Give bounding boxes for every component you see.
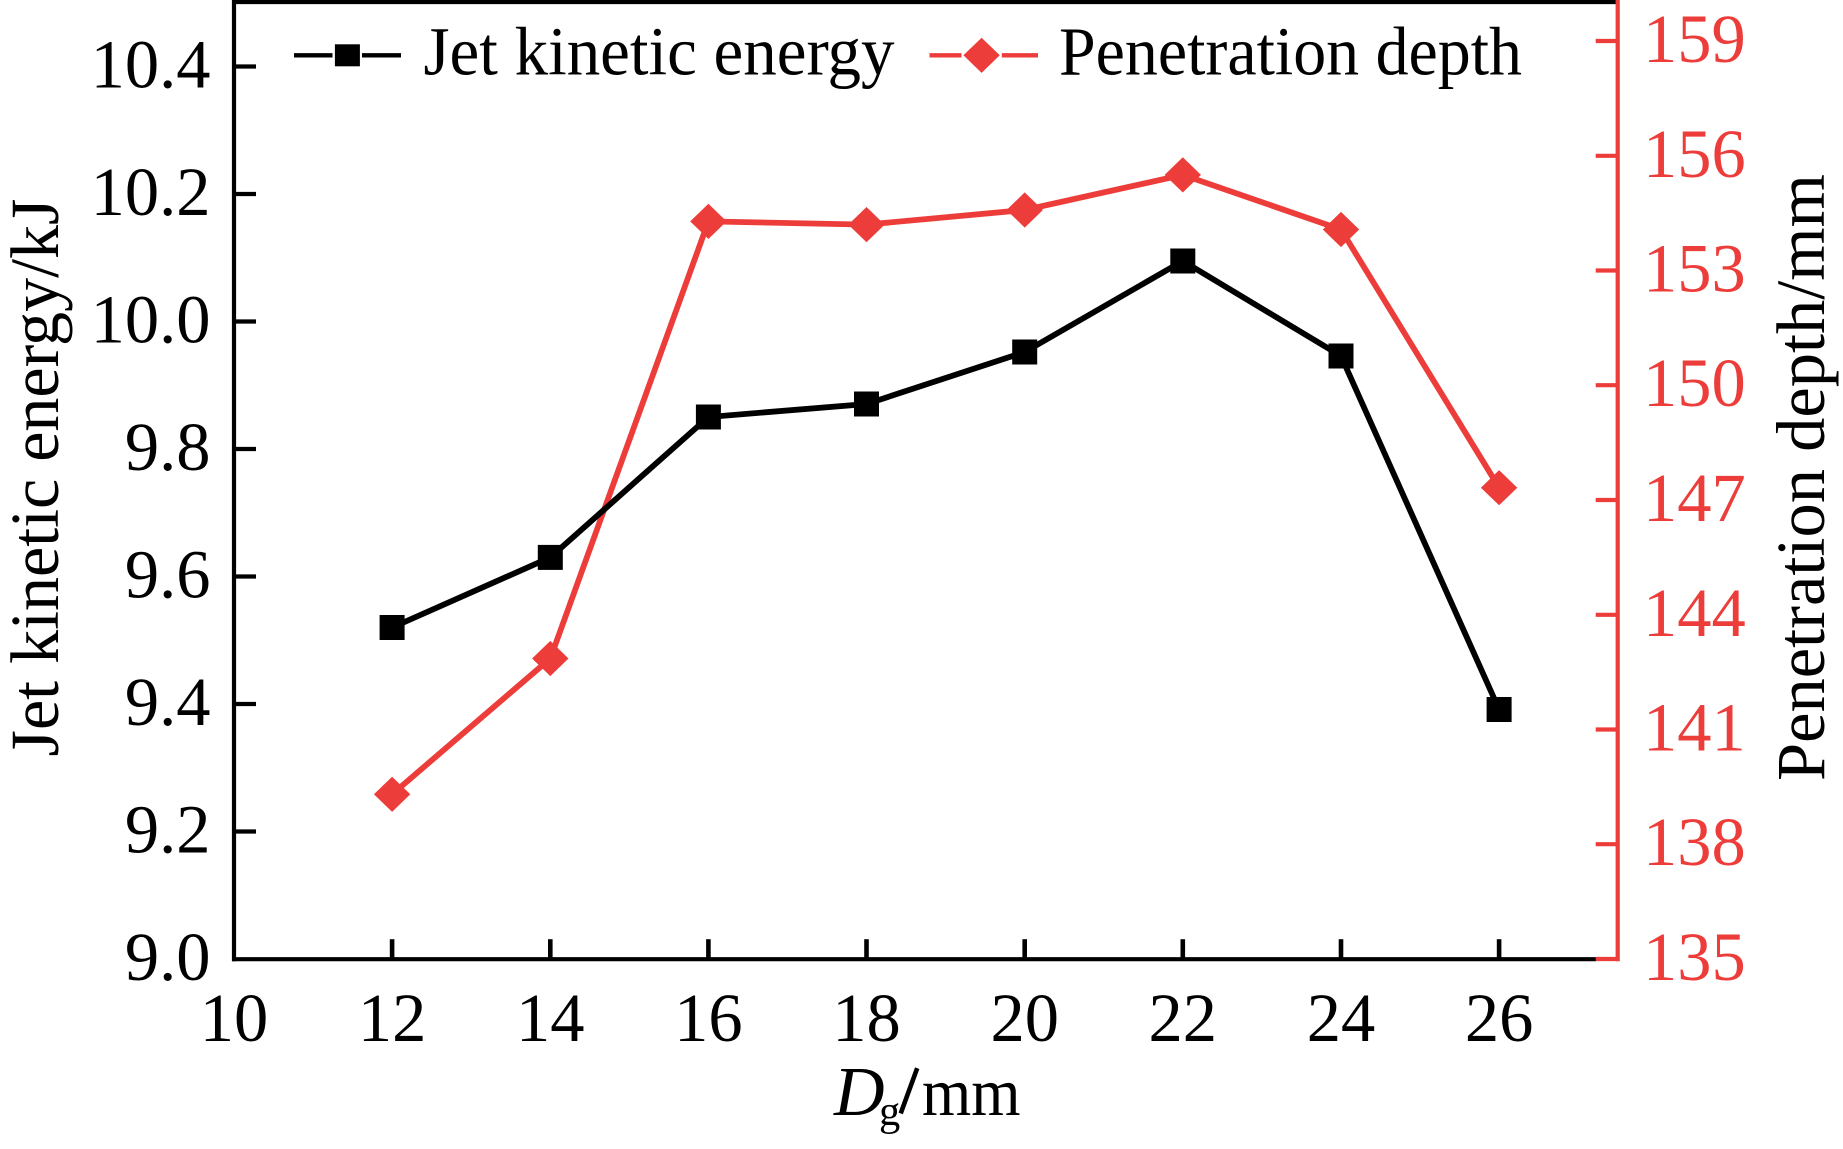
- svg-text:14: 14: [516, 980, 585, 1056]
- svg-text:156: 156: [1643, 116, 1746, 192]
- svg-text:10.4: 10.4: [91, 27, 211, 103]
- svg-text:16: 16: [674, 980, 743, 1056]
- svg-text:24: 24: [1307, 980, 1376, 1056]
- svg-text:144: 144: [1643, 575, 1746, 651]
- svg-text:20: 20: [990, 980, 1059, 1056]
- svg-text:147: 147: [1643, 460, 1746, 536]
- svg-text:159: 159: [1643, 1, 1746, 77]
- svg-text:D: D: [833, 1054, 885, 1131]
- svg-text:Jet kinetic energy/kJ: Jet kinetic energy/kJ: [0, 199, 73, 757]
- svg-text:10.0: 10.0: [91, 282, 211, 358]
- svg-text:12: 12: [358, 980, 427, 1056]
- svg-text:26: 26: [1465, 980, 1534, 1056]
- svg-text:9.0: 9.0: [125, 919, 211, 995]
- svg-text:9.8: 9.8: [125, 409, 211, 485]
- svg-text:150: 150: [1643, 345, 1746, 421]
- svg-text:9.4: 9.4: [125, 664, 211, 740]
- svg-text:Jet kinetic energy: Jet kinetic energy: [424, 14, 895, 90]
- svg-text:Penetration depth: Penetration depth: [1059, 14, 1522, 90]
- svg-text:18: 18: [832, 980, 901, 1056]
- svg-text:22: 22: [1149, 980, 1218, 1056]
- svg-text:9.6: 9.6: [125, 537, 211, 613]
- svg-text:153: 153: [1643, 231, 1746, 307]
- svg-text:g: g: [879, 1088, 900, 1135]
- svg-text:mm: mm: [922, 1055, 1021, 1130]
- svg-text:138: 138: [1643, 804, 1746, 880]
- svg-text:10.2: 10.2: [91, 154, 211, 230]
- svg-text:Penetration depth/mm: Penetration depth/mm: [1763, 174, 1839, 781]
- svg-text:141: 141: [1643, 690, 1746, 766]
- svg-text:135: 135: [1643, 919, 1746, 995]
- svg-text:10: 10: [200, 980, 269, 1056]
- svg-text:9.2: 9.2: [125, 792, 211, 868]
